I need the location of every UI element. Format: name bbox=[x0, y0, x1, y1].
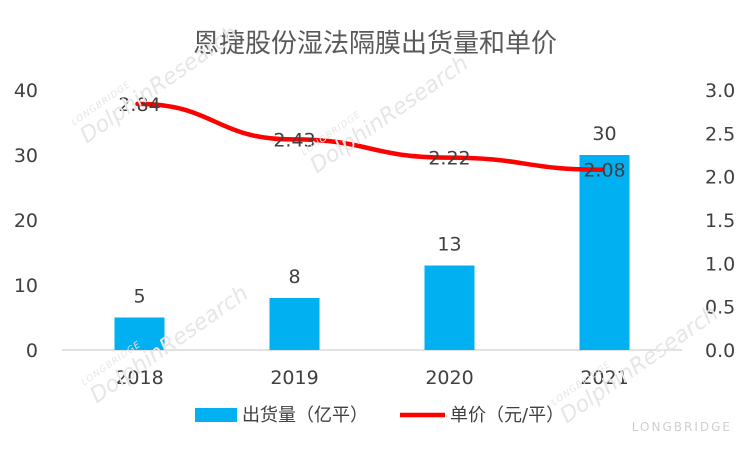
bar-series: 5 8 13 30 bbox=[114, 123, 630, 350]
x-axis: 2018 2019 2020 2021 bbox=[62, 349, 682, 389]
bar bbox=[269, 298, 320, 350]
right-y-tick-label: 0.0 bbox=[705, 340, 735, 362]
legend-swatch-bar bbox=[195, 408, 237, 422]
brand-logo-text: LONGBRIDGE bbox=[631, 420, 732, 434]
left-y-tick-label: 20 bbox=[14, 210, 38, 232]
bar bbox=[114, 317, 165, 350]
right-y-tick-label: 2.0 bbox=[705, 167, 735, 189]
left-y-tick-label: 10 bbox=[14, 275, 38, 297]
right-y-tick-label: 0.5 bbox=[705, 297, 735, 319]
left-y-tick-label: 40 bbox=[14, 80, 38, 102]
right-y-tick-label: 1.5 bbox=[705, 210, 735, 232]
bar-data-label: 5 bbox=[133, 286, 145, 308]
right-y-axis: 0.0 0.5 1.0 1.5 2.0 2.5 3.0 bbox=[705, 80, 735, 362]
x-tick-label: 2021 bbox=[580, 367, 628, 389]
line-data-label: 2.22 bbox=[428, 148, 470, 170]
x-tick-label: 2020 bbox=[425, 367, 473, 389]
right-y-tick-label: 1.0 bbox=[705, 253, 735, 275]
chart-title: 恩捷股份湿法隔膜出货量和单价 bbox=[193, 29, 557, 59]
right-y-tick-label: 2.5 bbox=[705, 123, 735, 145]
line-data-label: 2.43 bbox=[273, 129, 315, 151]
line-series: 2.84 2.43 2.22 2.08 bbox=[118, 94, 625, 182]
legend-label-price: 单价（元/平） bbox=[450, 405, 564, 426]
left-y-axis: 0 10 20 30 40 bbox=[14, 80, 38, 362]
bar-data-label: 30 bbox=[592, 123, 616, 145]
bar bbox=[579, 155, 630, 350]
legend: 出货量（亿平） 单价（元/平） bbox=[195, 405, 564, 426]
x-tick-label: 2019 bbox=[270, 367, 318, 389]
bar-data-label: 8 bbox=[288, 266, 300, 288]
right-y-tick-label: 3.0 bbox=[705, 80, 735, 102]
line-data-label: 2.84 bbox=[118, 94, 160, 116]
line-data-label: 2.08 bbox=[583, 160, 625, 182]
legend-label-shipments: 出货量（亿平） bbox=[242, 405, 368, 426]
left-y-tick-label: 30 bbox=[14, 145, 38, 167]
bar bbox=[424, 265, 475, 350]
x-tick-label: 2018 bbox=[115, 367, 163, 389]
price-line bbox=[135, 101, 605, 172]
bar-data-label: 13 bbox=[437, 234, 461, 256]
left-y-tick-label: 0 bbox=[26, 340, 38, 362]
